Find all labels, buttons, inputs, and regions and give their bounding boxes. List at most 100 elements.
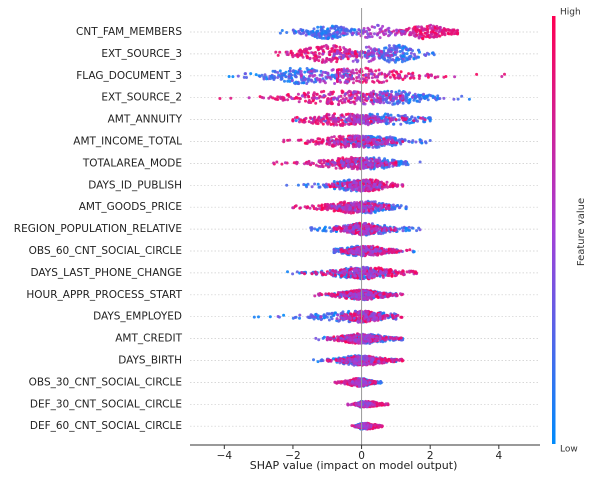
shap-point xyxy=(383,72,387,76)
shap-point xyxy=(386,54,390,57)
shap-point xyxy=(299,74,303,78)
shap-point xyxy=(412,250,416,254)
shap-point xyxy=(367,181,371,185)
shap-point xyxy=(347,69,351,73)
shap-point xyxy=(334,73,338,77)
shap-point xyxy=(408,248,412,252)
shap-point xyxy=(374,158,378,162)
shap-point xyxy=(391,203,395,207)
shap-point xyxy=(358,274,362,278)
shap-point xyxy=(386,50,390,54)
shap-point xyxy=(338,55,342,59)
shap-point xyxy=(294,119,298,123)
shap-point xyxy=(332,44,336,48)
shap-point xyxy=(411,29,415,33)
shap-point xyxy=(380,187,384,191)
shap-point xyxy=(399,70,403,74)
shap-point xyxy=(386,274,390,277)
shap-point xyxy=(285,53,289,56)
shap-point xyxy=(361,140,365,144)
shap-point xyxy=(391,138,394,142)
shap-point xyxy=(374,206,378,210)
shap-point xyxy=(422,92,425,96)
shap-point xyxy=(404,205,408,209)
shap-point xyxy=(393,249,397,252)
shap-point xyxy=(333,163,337,167)
shap-point xyxy=(376,32,380,36)
shap-point xyxy=(372,120,376,124)
shap-point xyxy=(363,93,367,97)
shap-point xyxy=(380,204,384,208)
shap-point xyxy=(249,72,253,76)
shap-point xyxy=(312,27,316,31)
shap-point xyxy=(413,34,417,38)
shap-point xyxy=(282,138,286,142)
shap-point xyxy=(374,75,378,79)
shap-point xyxy=(405,27,409,31)
shap-point xyxy=(343,92,347,96)
shap-point xyxy=(408,76,412,80)
shap-point xyxy=(370,269,373,273)
shap-point xyxy=(280,95,284,99)
shap-point xyxy=(304,77,307,81)
shap-point xyxy=(355,79,359,83)
shap-point xyxy=(392,122,395,126)
shap-point xyxy=(377,227,381,231)
shap-point xyxy=(350,162,354,166)
shap-point xyxy=(370,98,374,102)
shap-point xyxy=(401,101,405,105)
shap-point xyxy=(423,27,427,31)
shap-point xyxy=(292,69,295,73)
shap-point xyxy=(244,72,247,76)
shap-point xyxy=(306,29,310,33)
shap-point xyxy=(350,187,354,191)
shap-point xyxy=(339,74,343,78)
shap-point xyxy=(320,73,324,77)
shap-point xyxy=(336,49,339,53)
shap-point xyxy=(317,115,321,119)
shap-point xyxy=(320,36,324,40)
shap-point xyxy=(296,92,300,96)
shap-point xyxy=(385,180,389,184)
shap-point xyxy=(438,34,442,38)
shap-point xyxy=(315,96,319,100)
shap-point xyxy=(347,94,351,97)
shap-point xyxy=(335,56,339,60)
shap-point xyxy=(310,204,314,208)
shap-point xyxy=(397,89,401,93)
shap-point xyxy=(386,112,390,116)
shap-point xyxy=(426,98,430,102)
shap-point xyxy=(297,54,300,57)
shap-point xyxy=(343,145,347,149)
shap-point xyxy=(286,79,290,83)
shap-point xyxy=(390,117,394,121)
shap-point xyxy=(428,34,432,38)
shap-point xyxy=(409,47,413,51)
shap-point xyxy=(363,51,367,54)
shap-point xyxy=(332,204,336,208)
shap-point xyxy=(273,76,277,80)
shap-point xyxy=(352,71,356,75)
shap-point xyxy=(452,97,456,101)
shap-point xyxy=(288,79,292,83)
shap-point xyxy=(341,225,345,229)
shap-point xyxy=(370,246,374,250)
shap-point xyxy=(358,209,362,213)
shap-point xyxy=(402,273,406,276)
shap-point xyxy=(307,140,311,144)
shap-point xyxy=(307,70,311,74)
shap-point xyxy=(307,101,311,104)
shap-point xyxy=(362,222,366,226)
shap-point xyxy=(357,32,361,36)
shap-point xyxy=(344,248,348,252)
shap-point xyxy=(276,71,280,74)
shap-point xyxy=(393,137,397,140)
shap-point xyxy=(331,269,335,272)
shap-point xyxy=(274,50,278,54)
shap-point xyxy=(317,52,321,55)
shap-point xyxy=(336,79,339,83)
shap-point xyxy=(314,101,318,105)
shap-point xyxy=(353,208,357,212)
shap-point xyxy=(395,28,399,32)
